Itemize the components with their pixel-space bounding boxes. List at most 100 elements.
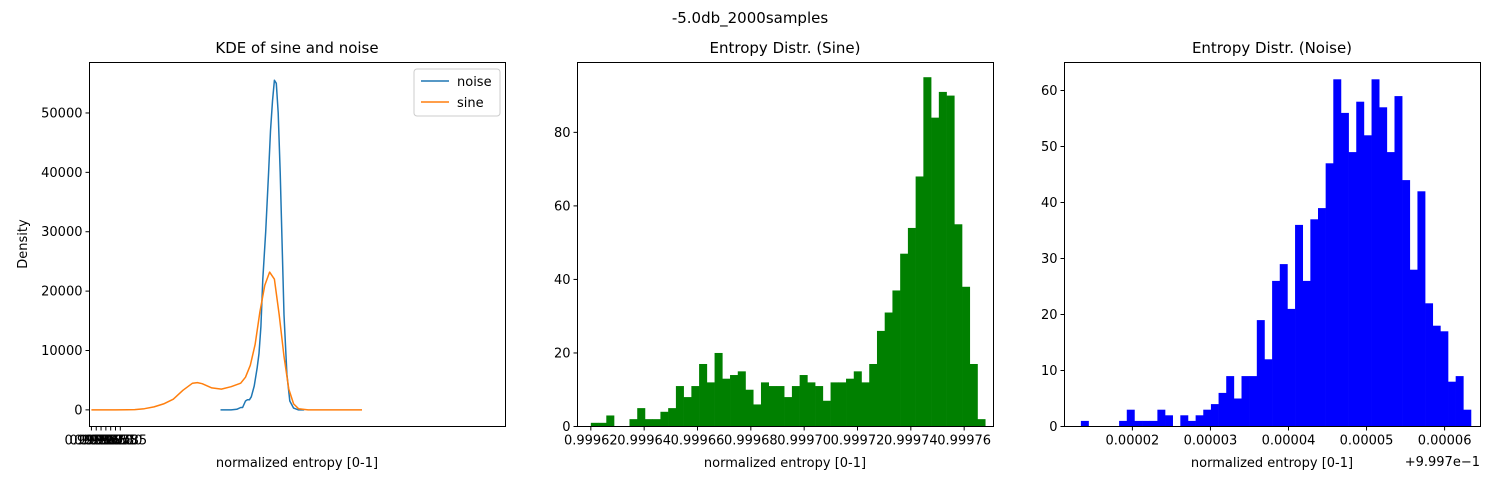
noise-hist-bar (1363, 135, 1372, 427)
noise-hist-bar (1318, 208, 1326, 427)
sine-hist-xtick-label: 0.99974 (884, 434, 938, 449)
sine-hist-bar (730, 375, 739, 427)
sine-hist-bar (598, 422, 607, 427)
sine-hist-xtick-label: 0.99968 (724, 434, 778, 449)
sine-hist-bar (760, 382, 769, 427)
kde-ytick-label: 30000 (41, 225, 82, 240)
noise-hist-ytick-label: 20 (1041, 308, 1058, 323)
kde-title: KDE of sine and noise (215, 39, 378, 57)
sine-hist-bar (931, 117, 940, 427)
noise-hist-bar (1256, 320, 1265, 427)
kde-legend: noise sine (413, 68, 501, 117)
sine-hist-bar (590, 422, 599, 427)
sine-hist-bar (861, 382, 870, 427)
sine-hist-bar (846, 378, 855, 427)
kde-xtick-label: 0.99580 (89, 434, 143, 449)
sine-hist-bar (900, 253, 909, 427)
noise-hist-bar (1386, 152, 1395, 427)
noise-hist-bar (1187, 420, 1196, 427)
noise-hist-bar (1417, 191, 1426, 427)
kde-ylabel: Density (16, 219, 31, 269)
noise-hist-bar (1080, 420, 1089, 427)
figure-suptitle: -5.0db_2000samples (672, 9, 829, 28)
noise-hist-bar (1134, 420, 1143, 427)
sine-hist-ytick-label: 60 (554, 199, 571, 214)
noise-hist-ytick-label: 10 (1041, 364, 1058, 379)
noise-hist-ytick-label: 30 (1041, 252, 1058, 267)
sine-hist-bar (876, 330, 885, 427)
noise-hist-bar (1203, 409, 1212, 427)
noise-hist-bar (1180, 415, 1189, 427)
sine-hist-bar (853, 371, 862, 427)
noise-hist-bar (1249, 376, 1258, 427)
sine-hist-bar (644, 419, 653, 427)
noise-hist-xtick-label: 0.00006 (1418, 434, 1472, 449)
sine-hist-axes: Entropy Distr. (Sine) normalized entropy… (554, 39, 994, 471)
kde-xtick-label: 0.99575 (84, 434, 138, 449)
kde-xtick-label: 0.99555 (65, 434, 119, 449)
sine-hist-bar (892, 290, 901, 427)
kde-ytick-label: 0 (74, 403, 82, 418)
noise-hist-bar (1295, 224, 1304, 427)
kde-plot-frame (89, 62, 506, 427)
sine-hist-bar (768, 386, 777, 427)
sine-hist-xtick-label: 0.99972 (831, 434, 885, 449)
kde-ytick-label: 50000 (41, 106, 82, 121)
sine-hist-bar (977, 419, 986, 427)
sine-hist-bar (606, 415, 615, 427)
sine-hist-bar (691, 386, 700, 427)
noise-hist-bar (1448, 381, 1456, 427)
noise-hist-bar (1272, 280, 1281, 427)
noise-hist-bar (1310, 219, 1319, 427)
sine-hist-bar (791, 386, 800, 427)
noise-hist-bar (1302, 280, 1311, 427)
sine-hist-bar (838, 382, 847, 427)
noise-hist-axes: Entropy Distr. (Noise) normalized entrop… (1041, 39, 1481, 471)
kde-xtick-label: 0.99570 (79, 434, 133, 449)
kde-ytick-label: 20000 (41, 285, 82, 300)
noise-hist-ytick-label: 0 (1049, 420, 1057, 435)
sine-hist-ytick-label: 40 (554, 273, 571, 288)
sine-hist-bar (722, 378, 731, 427)
noise-hist-ytick-label: 60 (1041, 84, 1058, 99)
noise-hist-bar (1195, 415, 1204, 427)
legend-sine-label: sine (457, 96, 484, 111)
sine-hist-bar (884, 312, 893, 427)
noise-hist-bar (1356, 101, 1365, 427)
sine-hist-xtick-label: 0.99966 (671, 434, 725, 449)
sine-hist-bar (954, 224, 963, 427)
sine-hist-bar (830, 382, 839, 427)
noise-hist-bar (1432, 325, 1441, 427)
noise-hist-bar (1264, 359, 1273, 427)
sine-hist-bar (923, 77, 932, 427)
noise-hist-bar (1379, 107, 1388, 427)
sine-hist-bar (776, 386, 785, 427)
kde-xtick-label: 0.99585 (93, 434, 147, 449)
noise-hist-title: Entropy Distr. (Noise) (1192, 39, 1352, 57)
noise-hist-bar (1210, 404, 1219, 427)
sine-hist-bar (737, 371, 746, 427)
noise-hist-bar (1348, 152, 1357, 427)
sine-hist-bar (660, 411, 669, 427)
noise-hist-xlabel: normalized entropy [0-1] (1191, 456, 1353, 471)
sine-hist-xlabel: normalized entropy [0-1] (704, 456, 866, 471)
noise-hist-bar (1440, 331, 1449, 427)
sine-hist-bar (629, 419, 638, 427)
sine-hist-bar (637, 408, 646, 427)
noise-hist-bar (1402, 180, 1411, 427)
noise-hist-bar (1287, 308, 1296, 427)
noise-hist-xtick-label: 0.00004 (1262, 434, 1316, 449)
sine-hist-bar (807, 382, 816, 427)
sine-hist-xtick-label: 0.99962 (564, 434, 618, 449)
noise-hist-bar (1394, 96, 1403, 427)
noise-hist-bar (1149, 420, 1158, 427)
noise-hist-bar (1233, 398, 1242, 427)
sine-hist-bar (869, 363, 878, 427)
noise-hist-bar (1142, 420, 1151, 427)
sine-hist-bar (706, 382, 715, 427)
series-line-sine (91, 271, 362, 411)
sine-hist-ytick-label: 20 (554, 346, 571, 361)
sine-hist-plot-frame (577, 62, 994, 427)
sine-hist-bar (753, 404, 762, 427)
